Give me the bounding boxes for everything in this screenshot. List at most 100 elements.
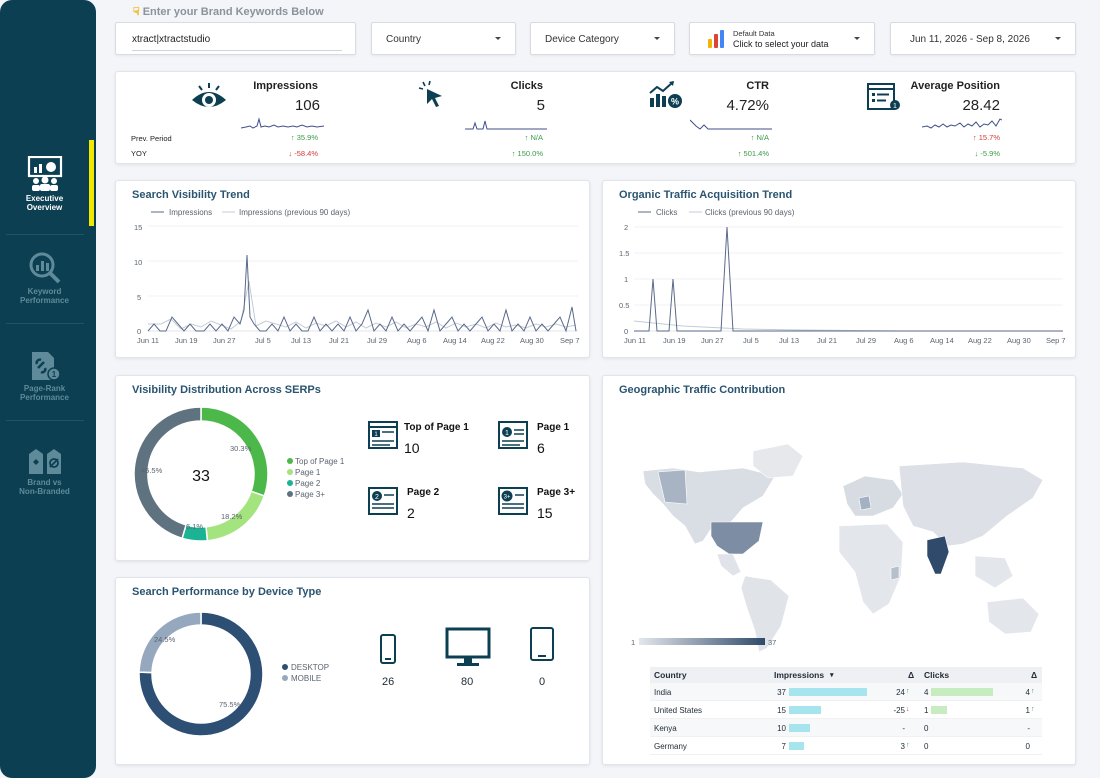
country-dropdown[interactable]: Country bbox=[371, 22, 516, 55]
cell-country: Kenya bbox=[654, 724, 677, 733]
cell-impressions-delta: - bbox=[902, 724, 905, 733]
cell-impressions: 37 bbox=[777, 688, 786, 697]
table-row[interactable]: United States 15 -25 ↓ 1 1 ↑ bbox=[650, 701, 1042, 719]
sidebar-item-label: Performance bbox=[20, 296, 69, 305]
sidebar-item-page-rank-performance[interactable]: 1 Page-Rank Performance bbox=[0, 350, 89, 402]
legend-desktop: DESKTOP bbox=[291, 663, 329, 672]
donut-slice-page-3-[interactable] bbox=[133, 406, 202, 540]
keyword-prompt: ☟ Enter your Brand Keywords Below bbox=[133, 5, 324, 18]
legend-page-2: Page 2 bbox=[295, 479, 321, 488]
divider bbox=[6, 420, 84, 421]
y-tick: 0 bbox=[624, 327, 628, 336]
kpi-scorecard: Prev. Period YOY Impressions 106 ↑ 35.9%… bbox=[115, 71, 1076, 164]
legend-impressions: Impressions bbox=[169, 208, 212, 217]
kpi-avg-position-name: Average Position bbox=[910, 80, 1000, 92]
data-source-selector[interactable]: Default Data Click to select your data bbox=[689, 22, 875, 55]
keyword-input[interactable]: xtract|xtractstudio bbox=[132, 34, 342, 51]
page-top-icon: 1 bbox=[368, 421, 398, 449]
serp-tile-value: 6 bbox=[537, 440, 545, 456]
table-row[interactable]: Kenya 10 - 0 - bbox=[650, 719, 1042, 737]
sidebar-item-label: Keyword bbox=[27, 287, 62, 296]
serp-total: 33 bbox=[192, 468, 210, 485]
table-header: Country Impressions ▾ Δ Clicks Δ bbox=[650, 667, 1042, 683]
donut-slice-mobile[interactable] bbox=[138, 611, 202, 674]
chevron-down-icon bbox=[854, 37, 860, 40]
x-tick: Jul 21 bbox=[817, 336, 837, 345]
sidebar-item-label: Page-Rank bbox=[23, 384, 66, 393]
sidebar-item-brand-vs-non-branded[interactable]: Brand vs Non-Branded bbox=[0, 448, 89, 496]
serp-tile-value: 2 bbox=[407, 505, 415, 521]
x-tick: Jun 27 bbox=[213, 336, 236, 345]
col-impressions-delta[interactable]: Δ bbox=[908, 670, 915, 680]
tag-icon bbox=[28, 449, 61, 474]
x-tick: Aug 6 bbox=[894, 336, 914, 345]
kpi-avg-position-yoy: ↓ -5.9% bbox=[974, 149, 1000, 158]
table-row[interactable]: Germany 7 3 ↑ 0 0 bbox=[650, 737, 1042, 755]
serp-tile-value: 15 bbox=[537, 505, 553, 521]
donut-slice-desktop[interactable] bbox=[138, 611, 264, 737]
kpi-impressions-prev: ↑ 35.9% bbox=[290, 133, 318, 142]
cell-impressions-delta: -25 bbox=[893, 706, 905, 715]
x-tick: Sep 7 bbox=[1046, 336, 1066, 345]
table-row[interactable]: India 37 24 ↑ 4 4 ↑ bbox=[650, 683, 1042, 701]
serp-tile-title: Page 1 bbox=[537, 422, 570, 433]
sidebar-item-executive-overview[interactable]: Executive Overview bbox=[0, 156, 89, 212]
ranking-page-icon: 1 bbox=[867, 83, 900, 110]
cell-impressions: 15 bbox=[777, 706, 786, 715]
x-tick: Aug 14 bbox=[930, 336, 954, 345]
search-visibility-trend-card: Search Visibility Trend Impressions Impr… bbox=[115, 180, 590, 358]
growth-percent-icon: % bbox=[649, 81, 682, 108]
date-range-picker[interactable]: Jun 11, 2026 - Sep 8, 2026 bbox=[890, 22, 1076, 55]
tablet-icon bbox=[530, 627, 554, 661]
x-tick: Jun 19 bbox=[663, 336, 686, 345]
page-three-plus-icon: 3+ bbox=[498, 487, 528, 515]
col-clicks-delta[interactable]: Δ bbox=[1031, 670, 1038, 680]
kpi-clicks-yoy: ↑ 150.0% bbox=[511, 149, 543, 158]
keyword-filter-box bbox=[115, 22, 356, 55]
legend-top-of-page-1: Top of Page 1 bbox=[295, 457, 345, 466]
kpi-clicks-sparkline bbox=[465, 120, 547, 130]
col-impressions[interactable]: Impressions bbox=[774, 670, 825, 680]
sidebar-item-keyword-performance[interactable]: Keyword Performance bbox=[0, 251, 89, 305]
sort-desc-icon[interactable]: ▾ bbox=[830, 672, 834, 679]
eye-icon bbox=[192, 83, 226, 107]
legend-dot bbox=[282, 664, 288, 670]
kpi-clicks-name: Clicks bbox=[510, 80, 543, 92]
x-tick: Sep 7 bbox=[560, 336, 580, 345]
chevron-down-icon bbox=[495, 37, 501, 40]
card-title: Search Visibility Trend bbox=[132, 189, 250, 201]
y-tick: 10 bbox=[134, 258, 142, 267]
serp-distribution-card: Visibility Distribution Across SERPs 33 … bbox=[115, 375, 590, 561]
cell-impressions-delta: 24 bbox=[896, 688, 905, 697]
slice-label-page-1: 18.2% bbox=[221, 512, 243, 521]
yoy-label: YOY bbox=[131, 149, 147, 158]
world-map: 1 37 bbox=[631, 443, 1044, 653]
legend-dot bbox=[282, 675, 288, 681]
scale-max: 37 bbox=[768, 638, 776, 647]
x-tick: Jul 21 bbox=[329, 336, 349, 345]
slice-label-top-of-page-1: 30.3% bbox=[230, 444, 252, 453]
device-category-dropdown[interactable]: Device Category bbox=[530, 22, 675, 55]
impressions-bar bbox=[789, 706, 821, 714]
cell-clicks-delta: - bbox=[1027, 724, 1030, 733]
map-region-south-america bbox=[740, 575, 790, 653]
kpi-avg-position-prev: ↑ 15.7% bbox=[972, 133, 1000, 142]
sidebar-item-label: Non-Branded bbox=[19, 487, 70, 496]
kpi-impressions-yoy: ↓ -58.4% bbox=[288, 149, 318, 158]
col-country[interactable]: Country bbox=[654, 670, 687, 680]
cell-clicks: 0 bbox=[924, 742, 929, 751]
kpi-impressions-sparkline bbox=[241, 117, 324, 129]
x-tick: Aug 14 bbox=[443, 336, 467, 345]
col-clicks[interactable]: Clicks bbox=[924, 670, 950, 680]
kpi-clicks-value: 5 bbox=[536, 97, 545, 114]
x-tick: Aug 30 bbox=[520, 336, 544, 345]
kpi-ctr-sparkline bbox=[690, 119, 772, 130]
organic-traffic-trend-card: Organic Traffic Acquisition Trend Clicks… bbox=[602, 180, 1076, 358]
cell-impressions-delta: 3 bbox=[900, 742, 905, 751]
svg-text:1: 1 bbox=[505, 430, 509, 437]
impressions-bar bbox=[789, 688, 867, 696]
kpi-ctr-value: 4.72% bbox=[726, 97, 769, 114]
page-one-icon: 1 bbox=[498, 421, 528, 449]
active-indicator bbox=[89, 140, 94, 226]
delta-arrow-icon: ↑ bbox=[1031, 706, 1035, 713]
